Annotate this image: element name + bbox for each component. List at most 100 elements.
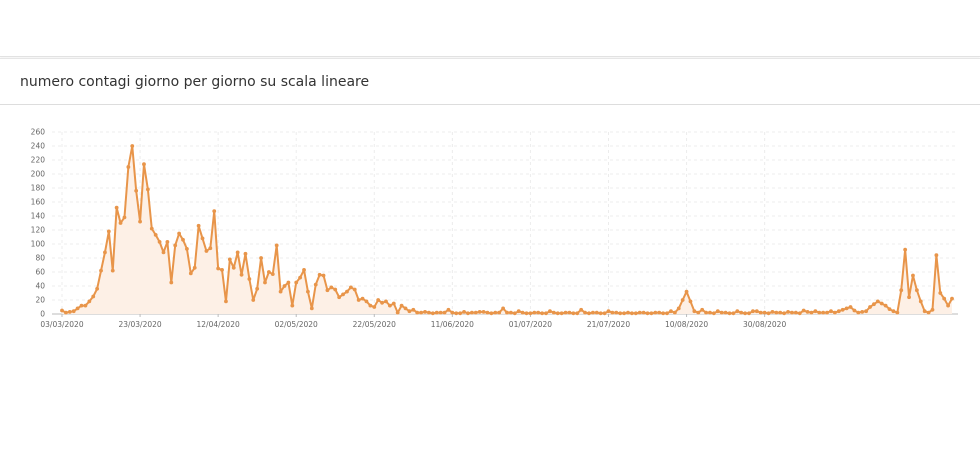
data-point bbox=[602, 311, 607, 316]
data-point bbox=[887, 307, 892, 311]
y-tick-label: 160 bbox=[31, 198, 46, 207]
data-point bbox=[907, 295, 911, 300]
data-point bbox=[298, 275, 303, 280]
data-point bbox=[83, 303, 88, 308]
data-point bbox=[899, 288, 904, 293]
data-point bbox=[895, 310, 900, 315]
data-point bbox=[290, 303, 295, 308]
data-point bbox=[614, 310, 619, 315]
data-point bbox=[696, 310, 701, 315]
data-point bbox=[860, 310, 865, 314]
data-point bbox=[926, 310, 931, 315]
data-point bbox=[548, 309, 552, 314]
data-point bbox=[239, 272, 244, 277]
data-point bbox=[813, 309, 818, 314]
y-tick-label: 240 bbox=[31, 142, 46, 151]
data-point bbox=[817, 310, 822, 315]
data-point bbox=[891, 309, 896, 314]
data-point bbox=[797, 311, 802, 316]
data-point bbox=[446, 307, 451, 312]
data-point bbox=[243, 251, 248, 256]
data-point bbox=[688, 299, 693, 304]
y-tick-label: 100 bbox=[31, 240, 46, 249]
data-point bbox=[563, 310, 568, 315]
data-point bbox=[360, 296, 365, 301]
data-point bbox=[630, 311, 634, 316]
data-point bbox=[950, 296, 954, 301]
data-point bbox=[259, 256, 263, 260]
data-point bbox=[762, 310, 767, 315]
data-point bbox=[75, 306, 80, 311]
data-point bbox=[485, 310, 490, 315]
data-point bbox=[185, 247, 189, 251]
data-point bbox=[641, 310, 646, 315]
data-point bbox=[79, 303, 84, 308]
data-point bbox=[235, 250, 240, 255]
data-point bbox=[114, 205, 119, 210]
data-point bbox=[590, 310, 595, 315]
data-point bbox=[758, 310, 763, 315]
data-points bbox=[60, 144, 954, 316]
data-point bbox=[325, 288, 330, 293]
data-point bbox=[704, 310, 708, 315]
data-point bbox=[770, 310, 775, 314]
data-point bbox=[786, 310, 790, 314]
data-point bbox=[411, 307, 416, 312]
data-point bbox=[173, 243, 178, 248]
data-point bbox=[208, 246, 213, 251]
data-point bbox=[329, 285, 334, 290]
x-tick-label: 01/07/2020 bbox=[509, 320, 552, 329]
data-point bbox=[356, 298, 361, 302]
y-tick-label: 140 bbox=[31, 212, 46, 221]
data-point bbox=[430, 311, 435, 316]
data-point bbox=[778, 310, 783, 315]
data-point bbox=[883, 303, 888, 308]
data-point bbox=[735, 309, 740, 314]
y-tick-label: 20 bbox=[35, 296, 45, 305]
data-point bbox=[274, 243, 279, 248]
data-point bbox=[145, 187, 150, 192]
data-point bbox=[524, 311, 529, 316]
data-point bbox=[540, 311, 545, 316]
data-point bbox=[922, 309, 927, 314]
data-point bbox=[715, 309, 720, 314]
y-tick-label: 120 bbox=[31, 226, 46, 235]
data-point bbox=[270, 272, 275, 276]
data-point bbox=[462, 310, 466, 314]
data-point bbox=[95, 286, 100, 291]
data-point bbox=[469, 310, 474, 315]
data-point bbox=[134, 188, 139, 193]
data-point bbox=[423, 310, 427, 314]
data-point bbox=[680, 298, 685, 302]
x-tick-label: 22/05/2020 bbox=[353, 320, 396, 329]
data-point bbox=[450, 310, 455, 315]
data-point bbox=[516, 309, 521, 314]
data-point bbox=[766, 311, 771, 316]
data-point bbox=[255, 286, 260, 291]
y-tick-label: 220 bbox=[31, 156, 46, 165]
data-point bbox=[251, 298, 256, 302]
data-point bbox=[489, 311, 494, 316]
data-point bbox=[598, 311, 603, 316]
data-point bbox=[106, 229, 111, 234]
data-point bbox=[91, 294, 96, 299]
data-point bbox=[309, 306, 314, 311]
y-tick-label: 40 bbox=[35, 282, 45, 291]
data-point bbox=[793, 310, 798, 315]
data-point bbox=[220, 268, 224, 272]
data-point bbox=[751, 309, 755, 314]
data-point bbox=[438, 310, 443, 315]
data-point bbox=[579, 307, 584, 312]
data-point bbox=[341, 292, 345, 297]
data-point bbox=[872, 302, 876, 307]
data-point bbox=[622, 311, 627, 316]
data-point bbox=[399, 303, 404, 308]
data-point bbox=[286, 280, 291, 285]
data-point bbox=[387, 303, 392, 308]
data-point bbox=[333, 287, 338, 292]
x-tick-label: 21/07/2020 bbox=[587, 320, 630, 329]
data-point bbox=[376, 298, 381, 302]
data-point bbox=[918, 299, 923, 304]
data-point bbox=[672, 310, 677, 315]
data-point bbox=[384, 299, 388, 304]
